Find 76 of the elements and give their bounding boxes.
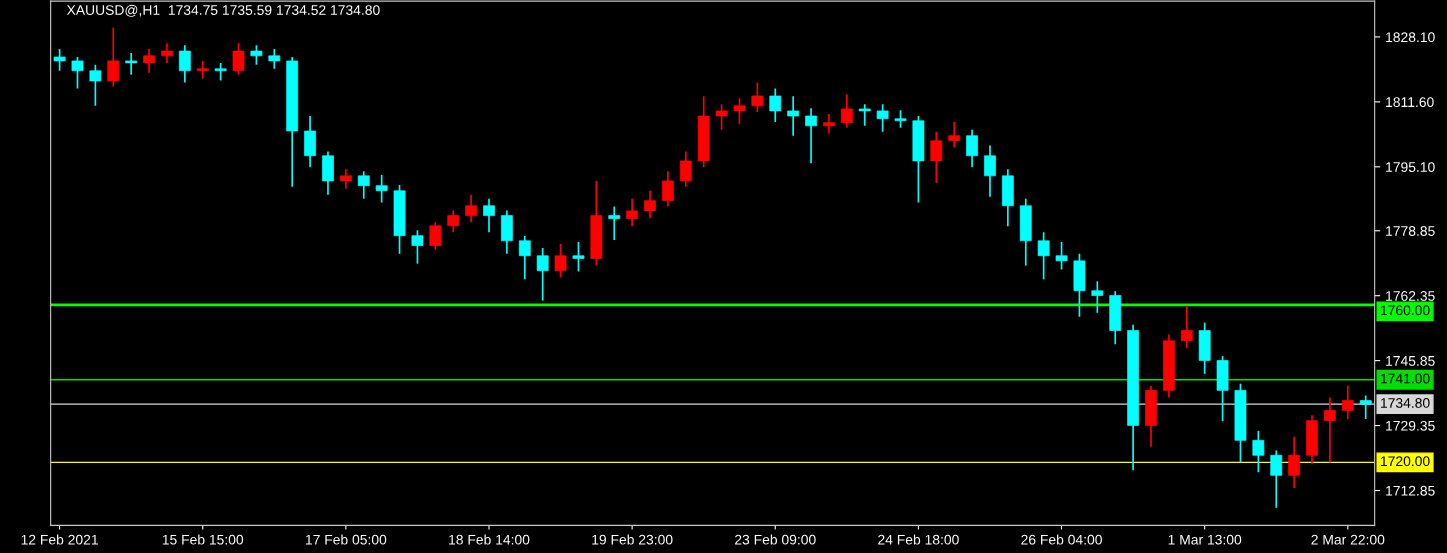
candlestick bbox=[572, 241, 585, 273]
candlestick bbox=[518, 235, 531, 281]
candlestick bbox=[1341, 384, 1354, 420]
candlestick bbox=[143, 48, 155, 74]
candlestick bbox=[1359, 394, 1372, 420]
candlestick bbox=[1091, 280, 1104, 314]
candlestick bbox=[608, 205, 621, 241]
x-tick-label: 24 Feb 18:00 bbox=[878, 534, 959, 545]
candlestick bbox=[536, 247, 549, 302]
x-tick-label: 18 Feb 14:00 bbox=[449, 534, 530, 545]
candlestick bbox=[930, 130, 943, 184]
candlestick bbox=[232, 42, 245, 76]
candlestick bbox=[966, 128, 978, 169]
x-tick-label: 23 Feb 09:00 bbox=[735, 534, 816, 545]
candlestick bbox=[196, 60, 209, 80]
ref-line-label: 1741.00 bbox=[1381, 373, 1430, 384]
candlestick bbox=[268, 48, 281, 70]
candlestick bbox=[823, 113, 835, 135]
x-tick-label: 2 Mar 22:00 bbox=[1311, 534, 1385, 545]
x-tick-label: 26 Feb 04:00 bbox=[1021, 534, 1102, 545]
y-tick-label: 1828.10 bbox=[1386, 32, 1435, 43]
candlestick bbox=[626, 197, 639, 228]
ref-line-label: 1734.80 bbox=[1381, 398, 1430, 408]
x-tick-label: 19 Feb 23:00 bbox=[592, 534, 673, 545]
candlestick bbox=[858, 103, 871, 127]
y-tick-label: 1762.35 bbox=[1386, 291, 1435, 301]
candlestick bbox=[554, 243, 567, 279]
ref-line-label: 1760.00 bbox=[1381, 305, 1430, 316]
candlestick bbox=[107, 27, 120, 88]
candlestick bbox=[125, 52, 138, 76]
y-tick-label: 1729.35 bbox=[1386, 420, 1435, 431]
candlestick bbox=[948, 121, 961, 149]
x-tick-label: 17 Feb 05:00 bbox=[306, 534, 387, 545]
ref-line-label: 1720.00 bbox=[1381, 456, 1430, 467]
candlestick bbox=[1180, 304, 1193, 350]
candlestick bbox=[1252, 430, 1265, 474]
chart-title: XAUUSD@,H1 1734.75 1735.59 1734.52 1734.80 bbox=[66, 4, 380, 17]
candlestick bbox=[840, 93, 853, 129]
candlestick bbox=[375, 174, 388, 204]
candlestick bbox=[357, 170, 370, 200]
candlestick bbox=[662, 170, 674, 208]
candlestick bbox=[53, 48, 66, 72]
x-tick-label: 15 Feb 15:00 bbox=[162, 534, 244, 545]
candlestick bbox=[1055, 241, 1068, 271]
candlestick bbox=[644, 189, 656, 220]
y-tick-label: 1795.10 bbox=[1386, 162, 1435, 172]
y-tick-label: 1745.85 bbox=[1386, 355, 1435, 366]
candlestick bbox=[805, 107, 817, 165]
candlestick bbox=[411, 229, 424, 265]
candlestick bbox=[465, 193, 477, 224]
y-tick-label: 1811.60 bbox=[1386, 97, 1434, 108]
y-tick-label: 1778.85 bbox=[1386, 226, 1435, 236]
candlestick bbox=[787, 95, 800, 137]
candlestick bbox=[483, 197, 495, 233]
candlestick bbox=[876, 103, 889, 133]
candlestick bbox=[769, 87, 782, 123]
candlestick bbox=[1324, 396, 1336, 464]
candlestick bbox=[178, 44, 191, 84]
candlestick bbox=[1288, 435, 1301, 489]
candlestick bbox=[71, 56, 84, 90]
candlestick bbox=[89, 64, 102, 107]
x-tick-label: 1 Mar 13:00 bbox=[1168, 534, 1242, 545]
candlestick bbox=[733, 97, 746, 125]
y-tick-label: 1712.85 bbox=[1386, 485, 1435, 496]
candlestick bbox=[339, 168, 352, 190]
candlestick bbox=[161, 42, 173, 64]
x-tick-label: 12 Feb 2021 bbox=[21, 534, 98, 545]
candlestick bbox=[1037, 231, 1050, 281]
candlestick bbox=[1270, 449, 1283, 509]
candlestick bbox=[447, 209, 460, 233]
candlestick bbox=[751, 81, 764, 113]
candlestick bbox=[984, 144, 996, 198]
candlestick bbox=[250, 44, 263, 66]
candlestick bbox=[679, 150, 692, 188]
candlestick bbox=[429, 221, 442, 251]
candlestick bbox=[715, 103, 728, 131]
